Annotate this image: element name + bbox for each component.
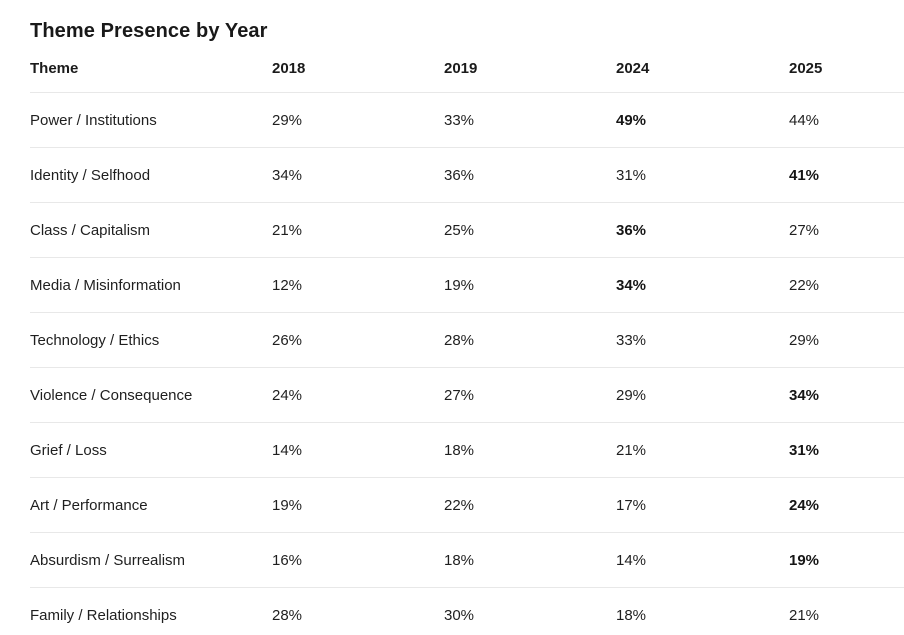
value-cell-2024: 36% bbox=[616, 221, 647, 239]
column-header-2019: 2019 bbox=[444, 60, 478, 77]
table-row: Violence / Consequence 24% 27% 29% 34% bbox=[30, 368, 904, 423]
value-cell-2018: 28% bbox=[272, 606, 303, 624]
value-cell-2019: 27% bbox=[444, 386, 475, 404]
value-cell-2019: 36% bbox=[444, 166, 475, 184]
value-cell-2025: 27% bbox=[789, 221, 820, 239]
table-body: Power / Institutions 29% 33% 49% 44% Ide… bbox=[30, 93, 904, 635]
value-cell-2025: 34% bbox=[789, 386, 820, 404]
value-cell-2018: 16% bbox=[272, 551, 303, 569]
value-cell-2019: 22% bbox=[444, 496, 475, 514]
value-cell-2024: 31% bbox=[616, 166, 647, 184]
theme-cell: Grief / Loss bbox=[30, 441, 107, 459]
theme-cell: Violence / Consequence bbox=[30, 386, 193, 404]
theme-cell: Absurdism / Surrealism bbox=[30, 551, 186, 569]
value-cell-2019: 30% bbox=[444, 606, 475, 624]
column-header-2025: 2025 bbox=[789, 60, 823, 77]
value-cell-2024: 21% bbox=[616, 441, 647, 459]
value-cell-2025: 22% bbox=[789, 276, 820, 294]
value-cell-2019: 19% bbox=[444, 276, 475, 294]
table-row: Identity / Selfhood 34% 36% 31% 41% bbox=[30, 148, 904, 203]
table-row: Grief / Loss 14% 18% 21% 31% bbox=[30, 423, 904, 478]
value-cell-2019: 25% bbox=[444, 221, 475, 239]
table-row: Absurdism / Surrealism 16% 18% 14% 19% bbox=[30, 533, 904, 588]
value-cell-2018: 26% bbox=[272, 331, 303, 349]
theme-cell: Art / Performance bbox=[30, 496, 148, 514]
table-header-row: Theme 2018 2019 2024 2025 bbox=[30, 45, 904, 93]
theme-cell: Family / Relationships bbox=[30, 606, 177, 624]
table-row: Class / Capitalism 21% 25% 36% 27% bbox=[30, 203, 904, 258]
value-cell-2025: 29% bbox=[789, 331, 820, 349]
value-cell-2018: 12% bbox=[272, 276, 303, 294]
table-row: Media / Misinformation 12% 19% 34% 22% bbox=[30, 258, 904, 313]
column-header-theme: Theme bbox=[30, 60, 79, 77]
value-cell-2024: 33% bbox=[616, 331, 647, 349]
value-cell-2018: 19% bbox=[272, 496, 303, 514]
value-cell-2019: 28% bbox=[444, 331, 475, 349]
value-cell-2025: 44% bbox=[789, 111, 820, 129]
theme-cell: Identity / Selfhood bbox=[30, 166, 151, 184]
value-cell-2024: 14% bbox=[616, 551, 647, 569]
theme-cell: Class / Capitalism bbox=[30, 221, 151, 239]
value-cell-2024: 29% bbox=[616, 386, 647, 404]
value-cell-2019: 33% bbox=[444, 111, 475, 129]
table-row: Art / Performance 19% 22% 17% 24% bbox=[30, 478, 904, 533]
table-row: Power / Institutions 29% 33% 49% 44% bbox=[30, 93, 904, 148]
value-cell-2025: 21% bbox=[789, 606, 820, 624]
value-cell-2019: 18% bbox=[444, 441, 475, 459]
theme-cell: Media / Misinformation bbox=[30, 276, 181, 294]
value-cell-2018: 21% bbox=[272, 221, 303, 239]
column-header-2018: 2018 bbox=[272, 60, 306, 77]
value-cell-2025: 19% bbox=[789, 551, 820, 569]
value-cell-2025: 24% bbox=[789, 496, 820, 514]
table-row: Technology / Ethics 26% 28% 33% 29% bbox=[30, 313, 904, 368]
value-cell-2024: 49% bbox=[616, 111, 647, 129]
value-cell-2025: 41% bbox=[789, 166, 820, 184]
value-cell-2019: 18% bbox=[444, 551, 475, 569]
table-row: Family / Relationships 28% 30% 18% 21% bbox=[30, 588, 904, 635]
value-cell-2024: 34% bbox=[616, 276, 647, 294]
value-cell-2025: 31% bbox=[789, 441, 820, 459]
theme-cell: Power / Institutions bbox=[30, 111, 157, 129]
value-cell-2018: 24% bbox=[272, 386, 303, 404]
value-cell-2024: 17% bbox=[616, 496, 647, 514]
theme-cell: Technology / Ethics bbox=[30, 331, 160, 349]
column-header-2024: 2024 bbox=[616, 60, 650, 77]
value-cell-2018: 34% bbox=[272, 166, 303, 184]
value-cell-2018: 29% bbox=[272, 111, 303, 129]
value-cell-2018: 14% bbox=[272, 441, 303, 459]
page-title: Theme Presence by Year bbox=[30, 20, 268, 42]
theme-presence-table: Theme 2018 2019 2024 2025 Power / Instit… bbox=[30, 45, 904, 635]
value-cell-2024: 18% bbox=[616, 606, 647, 624]
